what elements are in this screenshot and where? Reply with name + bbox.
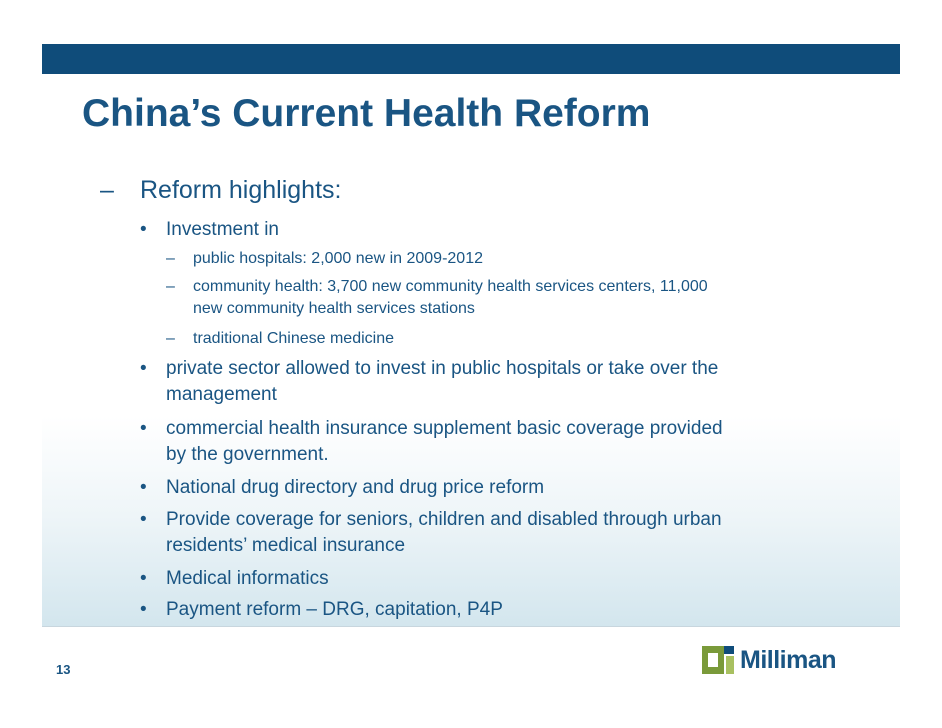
heading-text: Reform highlights:	[140, 176, 342, 204]
slide-title: China’s Current Health Reform	[82, 92, 651, 135]
list-item: – public hospitals: 2,000 new in 2009-20…	[166, 248, 483, 270]
dash-marker: –	[100, 176, 114, 204]
page-number: 13	[56, 662, 71, 677]
list-item: • Investment in	[140, 217, 279, 243]
list-item-text-continued: management	[166, 384, 277, 405]
list-item-text: National drug directory and drug price r…	[166, 477, 545, 498]
list-item-text: private sector allowed to invest in publ…	[166, 358, 719, 379]
dash-marker: –	[166, 330, 175, 347]
list-item: • Payment reform – DRG, capitation, P4P	[140, 597, 503, 623]
list-item-text: Provide coverage for seniors, children a…	[166, 509, 722, 530]
bullet-marker: •	[140, 599, 147, 620]
bullet-marker: •	[140, 509, 147, 530]
list-item-text: public hospitals: 2,000 new in 2009-2012	[193, 250, 483, 267]
list-item-text-continued: residents’ medical insurance	[166, 535, 406, 556]
bullet-marker: •	[140, 418, 147, 439]
list-item: – traditional Chinese medicine	[166, 328, 394, 350]
logo-text: Milliman	[740, 646, 837, 674]
heading-item: – Reform highlights:	[100, 176, 341, 205]
bullet-marker: •	[140, 568, 147, 589]
bullet-marker: •	[140, 477, 147, 498]
list-item-text: traditional Chinese medicine	[193, 330, 394, 347]
list-item: • Medical informatics	[140, 566, 329, 592]
dash-marker: –	[166, 278, 175, 295]
list-item-text: commercial health insurance supplement b…	[166, 418, 723, 439]
milliman-logo: Milliman	[702, 644, 852, 678]
list-item: • commercial health insurance supplement…	[140, 416, 723, 468]
list-item: – community health: 3,700 new community …	[166, 276, 708, 320]
list-item: • Provide coverage for seniors, children…	[140, 507, 722, 559]
list-item-text-continued: by the government.	[166, 444, 329, 465]
list-item-text-continued: new community health services stations	[193, 300, 475, 317]
header-bar	[42, 44, 900, 74]
dash-marker: –	[166, 250, 175, 267]
slide-background	[42, 74, 900, 626]
bullet-marker: •	[140, 358, 147, 379]
footer-divider	[42, 626, 900, 627]
list-item: • National drug directory and drug price…	[140, 475, 544, 501]
list-item: • private sector allowed to invest in pu…	[140, 356, 718, 408]
list-item-text: Payment reform – DRG, capitation, P4P	[166, 599, 503, 620]
list-item-text: Medical informatics	[166, 568, 329, 589]
milliman-logo-icon	[702, 646, 734, 674]
list-item-text: Investment in	[166, 219, 279, 240]
list-item-text: community health: 3,700 new community he…	[193, 278, 708, 295]
bullet-marker: •	[140, 219, 147, 240]
